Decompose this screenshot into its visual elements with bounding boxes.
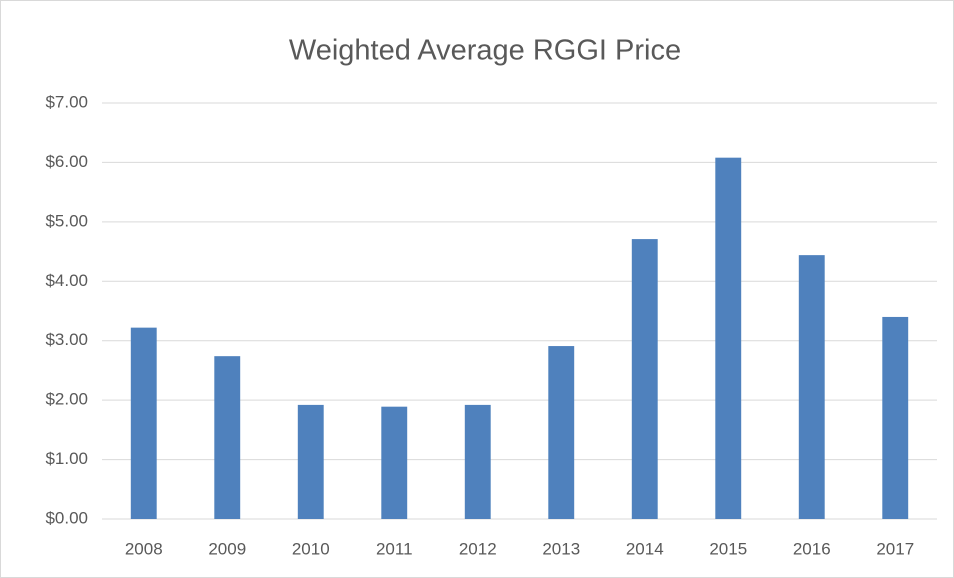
- bar: [882, 316, 909, 519]
- bar: [130, 327, 157, 519]
- bar: [798, 255, 825, 519]
- x-tick-label: 2016: [793, 539, 831, 558]
- bar: [715, 157, 742, 519]
- bar: [214, 356, 241, 519]
- bar: [631, 239, 658, 519]
- y-tick-label: $7.00: [45, 92, 88, 111]
- bar: [548, 346, 575, 519]
- y-tick-label: $6.00: [45, 152, 88, 171]
- y-tick-label: $5.00: [45, 211, 88, 230]
- chart-title: Weighted Average RGGI Price: [289, 35, 681, 67]
- x-tick-label: 2013: [542, 539, 580, 558]
- x-tick-label: 2008: [125, 539, 163, 558]
- x-tick-label: 2015: [709, 539, 747, 558]
- x-tick-label: 2010: [292, 539, 330, 558]
- bar: [297, 404, 324, 519]
- y-tick-label: $2.00: [45, 390, 88, 409]
- y-tick-label: $1.00: [45, 449, 88, 468]
- x-tick-label: 2012: [459, 539, 497, 558]
- bar: [381, 406, 408, 519]
- y-tick-label: $0.00: [45, 508, 88, 527]
- x-tick-label: 2017: [876, 539, 914, 558]
- y-tick-label: $3.00: [45, 330, 88, 349]
- x-tick-label: 2011: [376, 539, 413, 558]
- bar: [464, 404, 491, 519]
- x-tick-label: 2009: [208, 539, 246, 558]
- x-tick-label: 2014: [626, 539, 664, 558]
- y-tick-label: $4.00: [45, 271, 88, 290]
